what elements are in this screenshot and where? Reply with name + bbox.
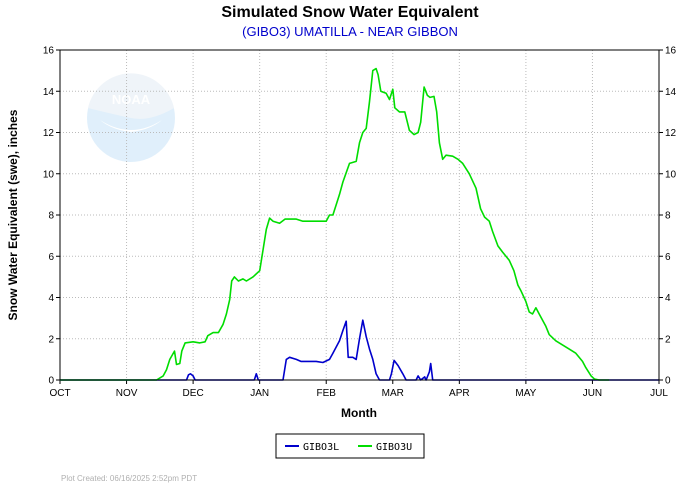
y-tick-label: 16 bbox=[43, 46, 55, 57]
y-tick-label-right: 16 bbox=[665, 46, 677, 57]
y-axis-left: 0 2 4 6 8 10 12 14 16 bbox=[43, 46, 60, 387]
y-tick-label-right: 2 bbox=[665, 334, 671, 345]
y-tick-label-right: 6 bbox=[665, 252, 671, 263]
x-axis: OCT NOV DEC JAN FEB MAR APR MAY JUN JUL bbox=[49, 380, 668, 399]
y-tick-label: 12 bbox=[43, 128, 55, 139]
series-line-gibo3l bbox=[60, 319, 659, 381]
chart-subtitle: (GIBO3) UMATILLA - NEAR GIBBON bbox=[242, 24, 458, 39]
chart-title: Simulated Snow Water Equivalent bbox=[221, 4, 479, 21]
logo-text: NOAA bbox=[112, 92, 151, 107]
series-lines bbox=[60, 67, 659, 381]
x-tick-label: NOV bbox=[116, 388, 138, 399]
y-tick-label: 0 bbox=[48, 376, 54, 387]
y-tick-label: 4 bbox=[48, 293, 54, 304]
y-tick-label-right: 8 bbox=[665, 211, 671, 222]
x-tick-label: MAY bbox=[515, 388, 536, 399]
noaa-logo: NOAA bbox=[87, 73, 175, 162]
grid-lines bbox=[60, 50, 659, 380]
x-tick-label: JUN bbox=[583, 388, 602, 399]
y-tick-label: 14 bbox=[43, 87, 55, 98]
y-tick-label: 10 bbox=[43, 169, 55, 180]
x-tick-label: MAR bbox=[382, 388, 404, 399]
y-tick-label-right: 10 bbox=[665, 169, 677, 180]
y-tick-label: 8 bbox=[48, 211, 54, 222]
series-line-gibo3u bbox=[60, 67, 610, 381]
x-tick-label: JAN bbox=[250, 388, 269, 399]
x-tick-label: OCT bbox=[49, 388, 70, 399]
legend-box bbox=[275, 433, 425, 459]
x-tick-label: APR bbox=[449, 388, 470, 399]
legend-label-gibo3l: GIBO3L bbox=[303, 442, 339, 453]
legend: GIBO3L GIBO3U bbox=[275, 433, 425, 459]
x-axis-label: Month bbox=[341, 406, 377, 420]
y-tick-label: 6 bbox=[48, 252, 54, 263]
y-tick-label-right: 12 bbox=[665, 128, 677, 139]
plot-created-footer: Plot Created: 06/16/2025 2:52pm PDT bbox=[61, 474, 197, 483]
y-tick-label-right: 14 bbox=[665, 87, 677, 98]
y-axis-label: Snow Water Equivalent (swe), inches bbox=[6, 109, 20, 320]
y-tick-label: 2 bbox=[48, 334, 54, 345]
x-tick-label: JUL bbox=[650, 388, 668, 399]
y-axis-right: 0 2 4 6 8 10 12 14 16 bbox=[659, 46, 677, 387]
x-tick-label: DEC bbox=[183, 388, 204, 399]
plot-frame bbox=[59, 49, 660, 381]
y-tick-label-right: 4 bbox=[665, 293, 671, 304]
legend-label-gibo3u: GIBO3U bbox=[376, 442, 412, 453]
y-tick-label-right: 0 bbox=[665, 376, 671, 387]
x-tick-label: FEB bbox=[316, 388, 336, 399]
